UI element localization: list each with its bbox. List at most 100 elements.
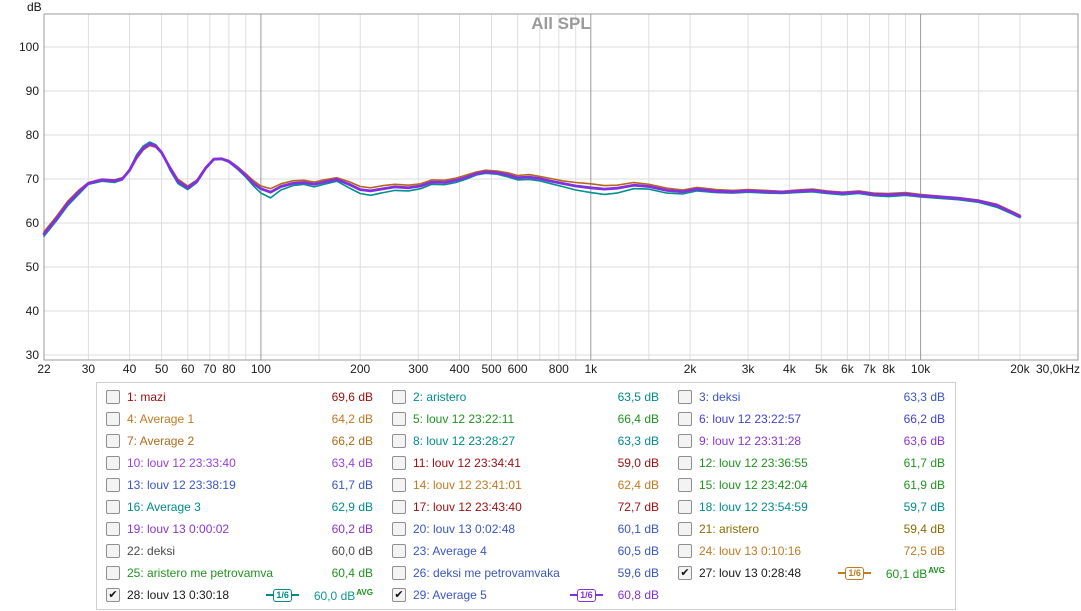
measurement-checkbox[interactable] [392,522,406,536]
measurement-label[interactable]: 23: Average 4 [413,544,487,558]
measurement-row: 17: louv 12 23:43:40 72,7 dB [383,496,669,518]
measurement-row: 2: aristero 63,5 dB [383,386,669,408]
measurement-label[interactable]: 13: louv 12 23:38:19 [127,478,236,492]
measurement-row: 3: deksi 63,3 dB [669,386,955,408]
x-tick-label: 30,0kHz [1036,362,1080,376]
x-tick-label: 100 [251,362,271,376]
measurement-checkbox[interactable] [678,434,692,448]
x-tick-label: 40 [123,362,137,376]
measurement-level: 63,6 dB [903,434,945,448]
measurement-label[interactable]: 21: aristero [699,522,760,536]
measurement-label[interactable]: 7: Average 2 [127,434,195,448]
measurement-checkbox[interactable] [106,412,120,426]
measurement-checkbox[interactable] [392,456,406,470]
measurement-label[interactable]: 29: Average 5 [413,588,487,602]
measurement-label[interactable]: 9: louv 12 23:31:28 [699,434,802,448]
y-tick-label: 100 [19,40,39,54]
measurement-label[interactable]: 3: deksi [699,390,741,404]
x-tick-label: 22 [37,362,51,376]
measurement-checkbox[interactable] [392,434,406,448]
measurement-level: 63,3 dB [617,434,659,448]
x-tick-label: 400 [449,362,469,376]
measurement-checkbox[interactable] [392,500,406,514]
measurement-checkbox[interactable] [678,390,692,404]
measurement-label[interactable]: 28: louv 13 0:30:18 [127,588,230,602]
measurement-level: 72,5 dB [903,544,945,558]
measurement-level: 60,5 dB [617,544,659,558]
measurement-level: 72,7 dB [617,500,659,514]
measurement-checkbox[interactable] [392,412,406,426]
measurement-row: 4: Average 1 64,2 dB [97,408,383,430]
measurement-label[interactable]: 25: aristero me petrovamva [127,566,274,580]
measurement-label[interactable]: 5: louv 12 23:22:11 [413,412,515,426]
y-tick-label: 80 [26,128,40,142]
measurement-checkbox[interactable] [106,566,120,580]
measurement-label[interactable]: 27: louv 13 0:28:48 [699,566,802,580]
measurement-level: 60,0 dB [331,544,373,558]
x-tick-label: 600 [508,362,528,376]
measurement-label[interactable]: 16: Average 3 [127,500,201,514]
measurement-level: 60,1 dB [617,522,659,536]
measurement-checkbox[interactable] [678,500,692,514]
measurement-checkbox[interactable] [106,522,120,536]
y-tick-label: 30 [26,348,40,362]
measurement-checkbox[interactable] [678,478,692,492]
x-tick-label: 70 [203,362,217,376]
measurement-checkbox[interactable] [106,434,120,448]
measurement-label[interactable]: 22: deksi [127,544,176,558]
measurement-checkbox[interactable] [106,500,120,514]
measurement-row: 19: louv 13 0:00:02 60,2 dB [97,518,383,540]
measurement-checkbox[interactable]: ✔ [678,566,692,580]
measurement-label[interactable]: 26: deksi me petrovamvaka [413,566,560,580]
measurement-checkbox[interactable] [678,412,692,426]
spl-chart-area[interactable]: 100 90 80 70 60 50 40 30 22 30 40 50 60 70 80 100 200 300… [0,0,1081,378]
measurement-label[interactable]: 24: louv 13 0:10:16 [699,544,802,558]
measurement-checkbox[interactable] [678,544,692,558]
x-tick-label: 6k [841,362,855,376]
measurement-label[interactable]: 17: louv 12 23:43:40 [413,500,522,514]
measurement-label[interactable]: 6: louv 12 23:22:57 [699,412,802,426]
measurement-level: 59,4 dB [903,522,945,536]
measurement-row: 10: louv 12 23:33:40 63,4 dB [97,452,383,474]
smoothing-badge: 1/6 [570,588,603,602]
measurement-row: 11: louv 12 23:34:41 59,0 dB [383,452,669,474]
measurement-checkbox[interactable] [106,390,120,404]
x-tick-label: 10k [911,362,931,376]
measurement-label[interactable]: 8: louv 12 23:28:27 [413,434,516,448]
measurement-label[interactable]: 1: mazi [127,390,166,404]
measurement-label[interactable]: 20: louv 13 0:02:48 [413,522,516,536]
measurement-checkbox[interactable] [392,544,406,558]
measurement-legend: 1: mazi 69,6 dB 2: aristero 63,5 dB 3: deksi… [96,382,956,610]
measurement-label[interactable]: 15: louv 12 23:42:04 [699,478,808,492]
measurement-level: 59,6 dB [617,566,659,580]
measurement-checkbox[interactable]: ✔ [392,588,406,602]
measurement-level: 61,9 dB [903,478,945,492]
measurement-checkbox[interactable] [106,544,120,558]
measurement-checkbox[interactable] [392,566,406,580]
measurement-label[interactable]: 2: aristero [413,390,467,404]
measurement-row: 5: louv 12 23:22:11 66,4 dB [383,408,669,430]
x-tick-label: 50 [155,362,169,376]
avg-indicator: AVG [356,587,373,597]
measurement-label[interactable]: 10: louv 12 23:33:40 [127,456,236,470]
measurement-label[interactable]: 19: louv 13 0:00:02 [127,522,230,536]
measurement-label[interactable]: 12: louv 12 23:36:55 [699,456,808,470]
measurement-label[interactable]: 11: louv 12 23:34:41 [413,456,521,470]
x-tick-label: 500 [481,362,501,376]
measurement-label[interactable]: 18: louv 12 23:54:59 [699,500,808,514]
measurement-checkbox[interactable] [678,456,692,470]
x-tick-label: 30 [82,362,96,376]
measurement-checkbox[interactable]: ✔ [106,588,120,602]
measurement-checkbox[interactable] [106,478,120,492]
measurement-checkbox[interactable] [392,478,406,492]
x-tick-label: 200 [350,362,370,376]
measurement-label[interactable]: 14: louv 12 23:41:01 [413,478,522,492]
measurement-checkbox[interactable] [106,456,120,470]
measurement-label[interactable]: 4: Average 1 [127,412,195,426]
x-tick-label: 3k [742,362,756,376]
measurement-row: 20: louv 13 0:02:48 60,1 dB [383,518,669,540]
measurement-checkbox[interactable] [392,390,406,404]
measurement-row: ✔ 27: louv 13 0:28:48 1/6 60,1 dBAVG [669,562,955,584]
measurement-checkbox[interactable] [678,522,692,536]
